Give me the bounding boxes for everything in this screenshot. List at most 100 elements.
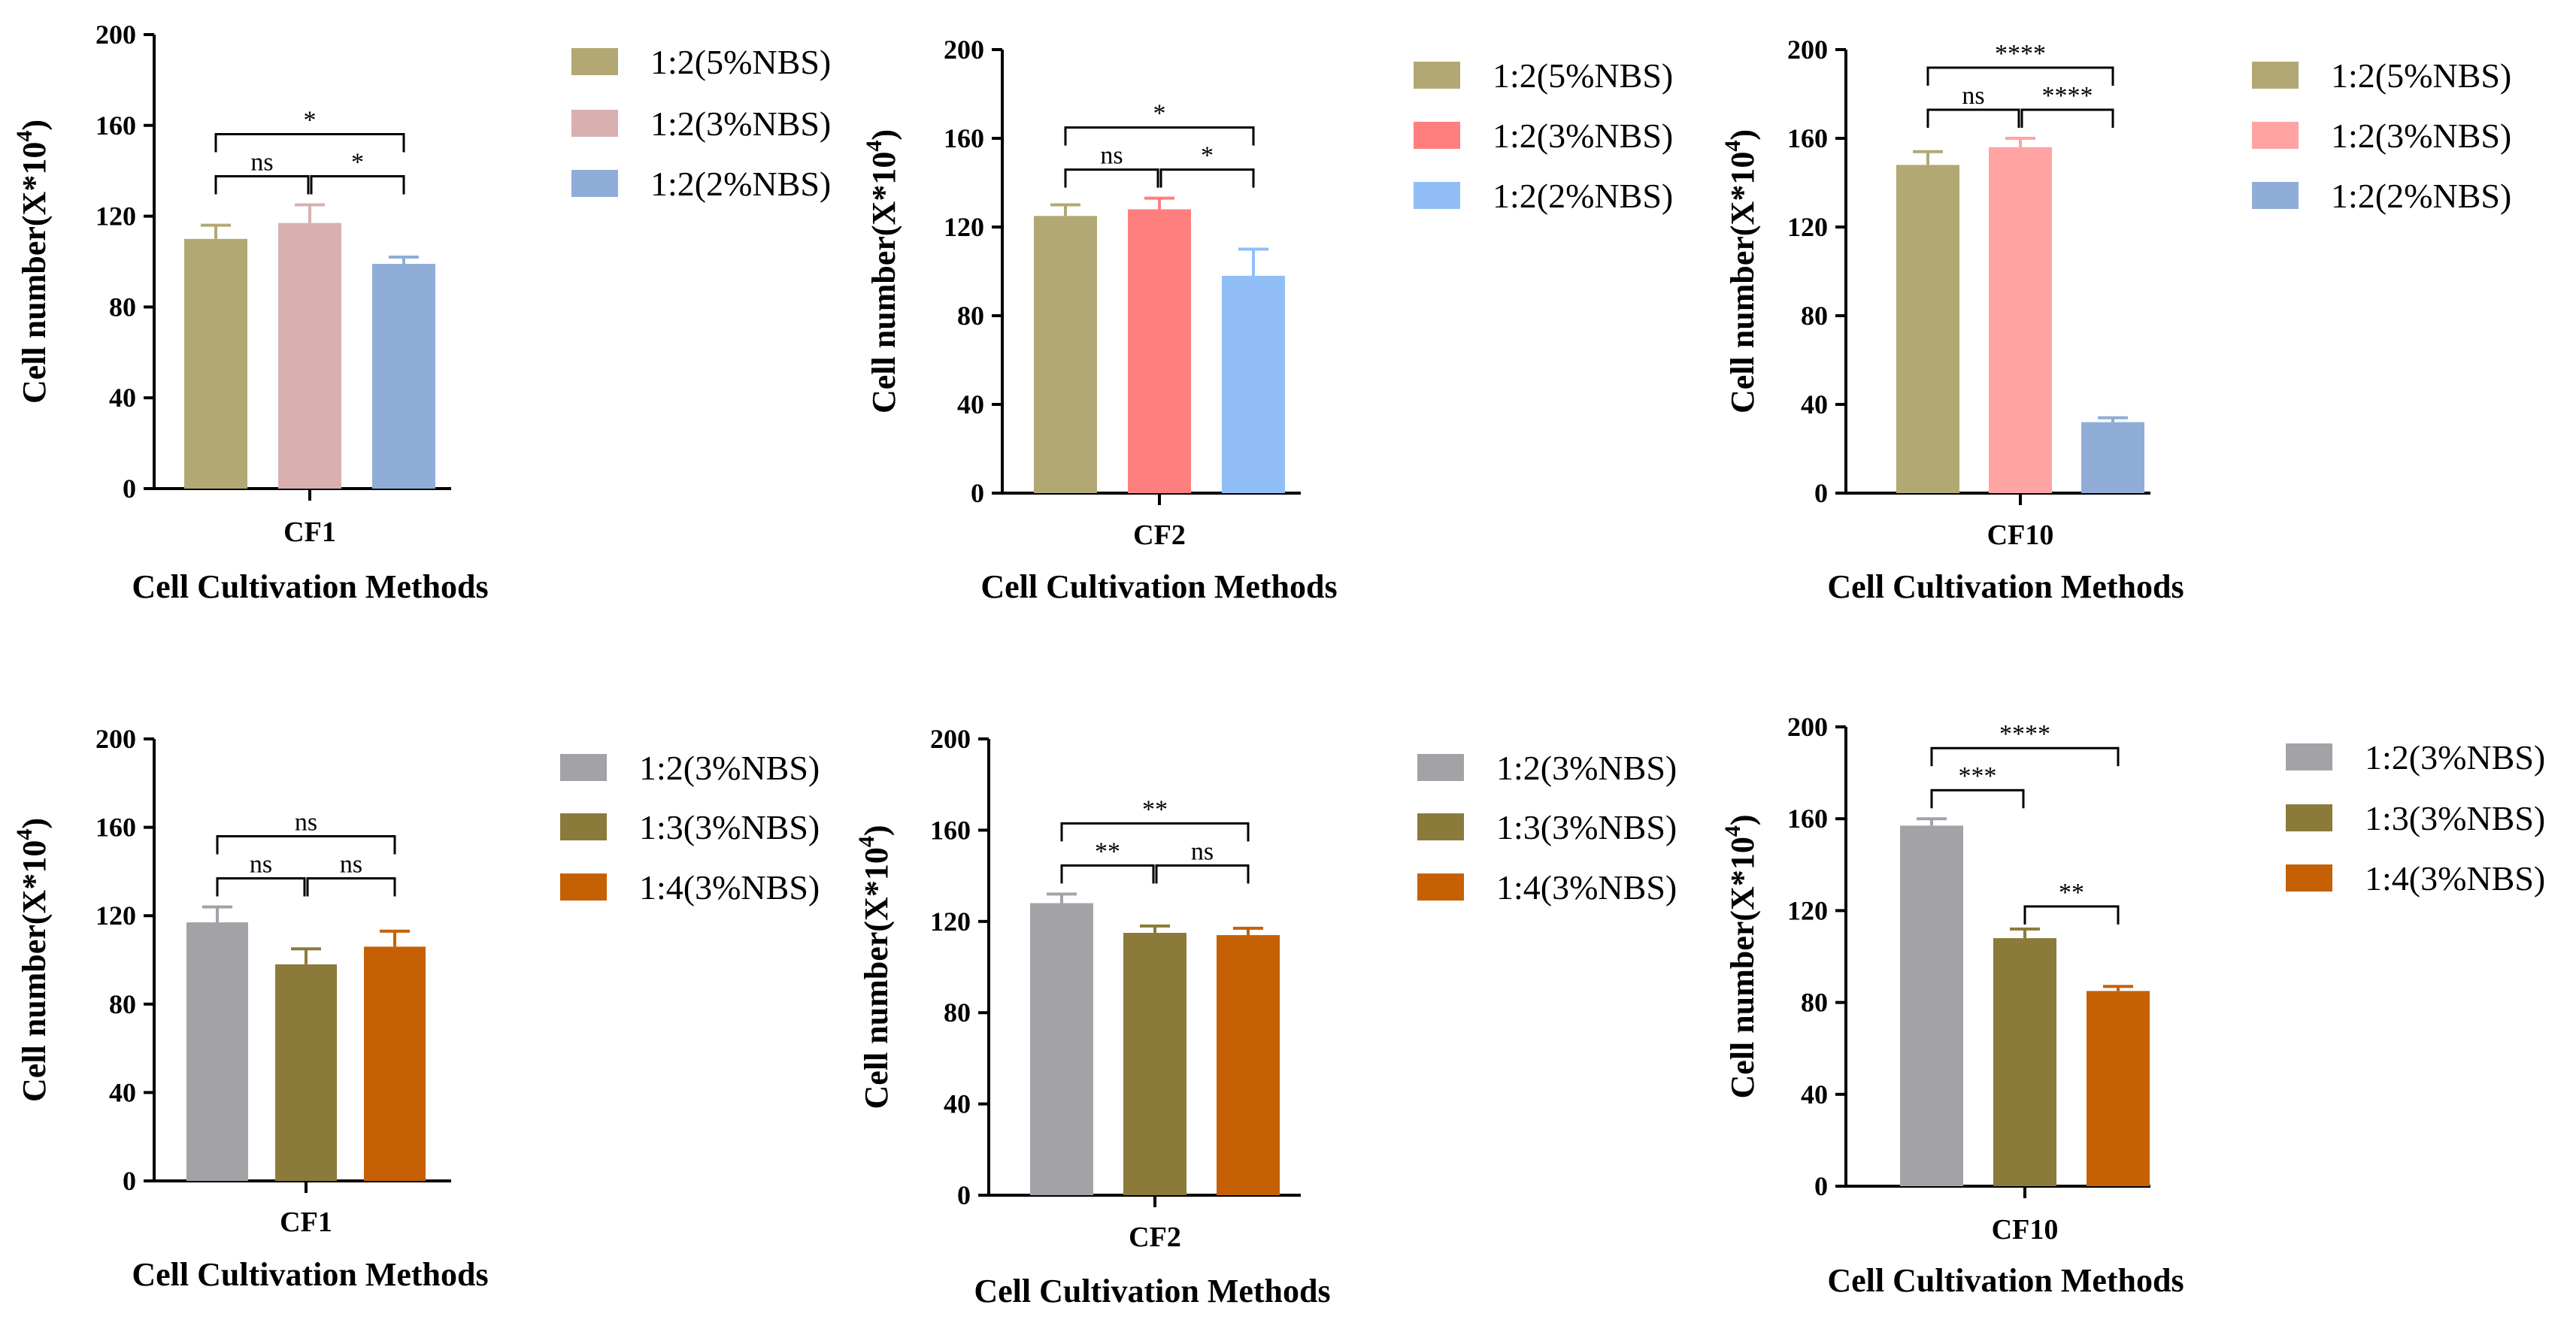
y-tick-label: 200	[95, 724, 136, 754]
significance-label: ns	[250, 149, 273, 177]
chart-panel-top-right: 0 40 80 120 160 200 CF10 Cell Cultivation Metho…	[1720, 35, 2511, 605]
y-tick-label: 160	[944, 123, 984, 153]
y-tick-label: 40	[109, 383, 136, 413]
significance-label: ****	[1995, 40, 2046, 68]
bar	[2087, 991, 2150, 1186]
y-tick-label: 120	[930, 907, 971, 937]
y-tick-label: 0	[971, 478, 984, 508]
significance-bracket	[1159, 168, 1255, 188]
category-label: CF1	[283, 516, 336, 548]
bar	[372, 264, 435, 489]
legend-swatch	[560, 873, 607, 901]
chart-panel-bottom-middle: 0 40 80 120 160 200 CF2 Cell Cultivation Method…	[854, 724, 1677, 1309]
legend-label: 1:2(2%NBS)	[1493, 177, 1673, 215]
category-label: CF2	[1133, 519, 1186, 551]
y-tick-label: 160	[95, 110, 136, 141]
legend-swatch	[1414, 62, 1460, 89]
bar	[1123, 932, 1186, 1195]
significance-label: *	[1201, 142, 1214, 170]
bar	[1034, 216, 1097, 493]
y-tick-label: 0	[957, 1180, 971, 1210]
legend-swatch	[2252, 182, 2299, 209]
significance-label: ns	[295, 808, 317, 836]
significance-bracket	[216, 876, 306, 897]
legend-swatch	[560, 813, 607, 840]
legend-label: 1:3(3%NBS)	[1496, 808, 1677, 846]
bar	[1222, 275, 1285, 493]
significance-bracket	[1926, 66, 2114, 86]
bar	[1989, 147, 2052, 494]
legend-label: 1:3(3%NBS)	[2365, 799, 2545, 837]
significance-bracket	[1155, 864, 1250, 884]
significance-bracket	[1060, 864, 1155, 884]
significance-label: *	[351, 149, 364, 177]
y-tick-label: 160	[930, 815, 971, 845]
legend-label: 1:4(3%NBS)	[1496, 868, 1677, 907]
y-tick-label: 40	[1801, 1079, 1828, 1110]
x-axis-label: Cell Cultivation Methods	[974, 1273, 1330, 1309]
legend-label: 1:2(2%NBS)	[2331, 177, 2511, 215]
legend-label: 1:2(3%NBS)	[639, 749, 820, 787]
y-tick-label: 200	[95, 20, 136, 50]
legend-swatch	[1414, 122, 1460, 149]
significance-label: ****	[2042, 82, 2093, 110]
y-tick-label: 0	[1814, 1171, 1828, 1201]
legend-label: 1:2(5%NBS)	[1493, 56, 1673, 95]
y-tick-label: 120	[1787, 212, 1828, 242]
significance-label: **	[1142, 795, 1168, 823]
significance-bracket	[310, 175, 405, 195]
legend-swatch	[571, 170, 618, 197]
x-axis-label: Cell Cultivation Methods	[132, 1256, 488, 1293]
legend-swatch	[2252, 62, 2299, 89]
significance-bracket	[2023, 905, 2120, 925]
legend-label: 1:4(3%NBS)	[639, 868, 820, 907]
y-axis-label: Cell number(X*104)	[1720, 129, 1761, 413]
legend-swatch	[2286, 743, 2332, 770]
y-tick-label: 200	[930, 724, 971, 754]
significance-bracket	[1064, 126, 1255, 146]
y-axis-label: Cell number(X*104)	[12, 818, 53, 1102]
category-label: CF2	[1129, 1222, 1181, 1253]
x-axis-label: Cell Cultivation Methods	[1827, 1262, 2184, 1299]
bar	[1217, 935, 1280, 1195]
chart-panel-top-left: 0 40 80 120 160 200 CF1 Cell Cultivation Method…	[12, 20, 831, 605]
legend-swatch	[1414, 182, 1460, 209]
bar	[184, 238, 247, 489]
y-axis-label: Cell number(X*104)	[854, 825, 895, 1110]
y-tick-label: 200	[1787, 35, 1828, 65]
category-label: CF1	[280, 1206, 332, 1238]
y-tick-label: 120	[944, 212, 984, 242]
significance-label: **	[1095, 837, 1120, 865]
significance-bracket	[216, 834, 396, 855]
y-tick-label: 40	[957, 389, 984, 419]
legend-label: 1:2(3%NBS)	[2331, 117, 2511, 155]
significance-bracket	[1064, 168, 1159, 188]
legend-label: 1:2(3%NBS)	[2365, 738, 2545, 777]
bar	[2081, 422, 2144, 493]
bar	[1128, 209, 1191, 493]
significance-label: *	[1153, 100, 1166, 128]
legend-swatch	[2252, 122, 2299, 149]
legend-swatch	[2286, 804, 2332, 831]
y-tick-label: 200	[1787, 712, 1828, 742]
bar	[278, 223, 341, 489]
bar	[275, 964, 337, 1181]
bar	[186, 922, 248, 1181]
category-label: CF10	[1992, 1214, 2059, 1246]
legend-swatch	[560, 754, 607, 781]
significance-bracket	[1926, 108, 2020, 128]
legend-label: 1:2(3%NBS)	[1493, 117, 1673, 155]
y-tick-label: 80	[109, 292, 136, 322]
x-axis-label: Cell Cultivation Methods	[1827, 568, 2184, 605]
y-tick-label: 200	[944, 35, 984, 65]
x-axis-label: Cell Cultivation Methods	[980, 568, 1337, 605]
significance-label: ****	[1999, 720, 2050, 748]
legend-label: 1:4(3%NBS)	[2365, 859, 2545, 898]
bar	[1993, 938, 2056, 1186]
significance-bracket	[1930, 789, 2025, 809]
significance-label: ns	[250, 850, 272, 878]
significance-label: **	[2059, 879, 2084, 907]
y-tick-label: 40	[1801, 389, 1828, 419]
legend-label: 1:2(5%NBS)	[2331, 56, 2511, 95]
